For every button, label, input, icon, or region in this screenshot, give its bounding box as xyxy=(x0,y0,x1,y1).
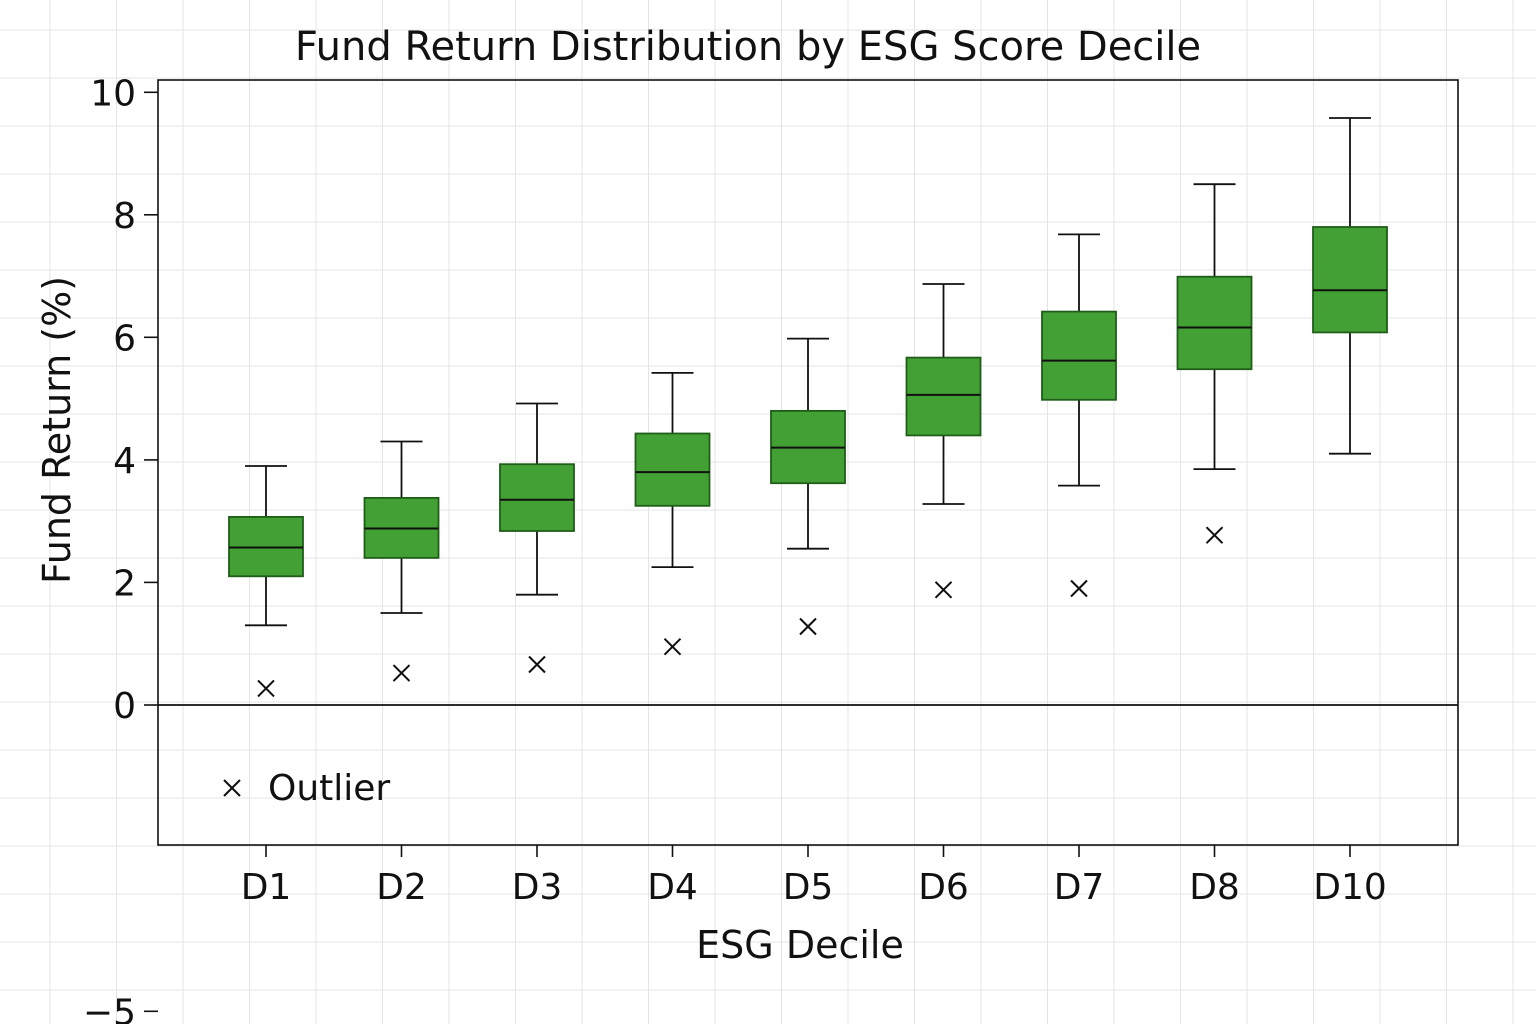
y-axis-title: Fund Return (%) xyxy=(35,276,79,584)
box-d4 xyxy=(634,371,711,656)
x-tick-label: D10 xyxy=(1313,867,1387,908)
boxes-layer xyxy=(228,117,1388,698)
y-tick-label: 4 xyxy=(113,441,136,482)
x-tick-label: D3 xyxy=(512,867,563,908)
outlier-point xyxy=(1205,526,1224,544)
y-tick-label: 6 xyxy=(113,318,136,359)
outlier-point xyxy=(257,679,275,698)
x-tick-label: D7 xyxy=(1054,867,1105,908)
y-axis: 10 8 6 4 2 0 −5 xyxy=(83,73,158,1024)
y-tick-label: 0 xyxy=(113,686,136,727)
x-tick-label: D6 xyxy=(918,867,969,908)
y-tick-label: 8 xyxy=(113,196,136,237)
legend: Outlier xyxy=(223,768,390,809)
box-d7 xyxy=(1041,233,1117,598)
outlier-point xyxy=(392,664,411,682)
chart-title: Fund Return Distribution by ESG Score De… xyxy=(295,24,1201,70)
x-axis: D1 D2 D3 D4 D5 D6 D7 D8 D10 xyxy=(241,845,1387,908)
outlier-point xyxy=(934,581,953,599)
iqr-box xyxy=(634,432,711,507)
outlier-point xyxy=(528,655,546,674)
box-d8 xyxy=(1176,183,1253,544)
legend-outlier-marker xyxy=(223,779,241,797)
x-tick-label: D2 xyxy=(376,867,427,908)
box-d2 xyxy=(363,440,440,682)
y-tick-label: 2 xyxy=(113,563,136,604)
box-d5 xyxy=(770,337,846,636)
x-tick-label: D1 xyxy=(241,867,292,908)
box-d3 xyxy=(499,402,575,674)
iqr-box xyxy=(499,463,575,532)
iqr-box xyxy=(1041,310,1117,401)
x-axis-title: ESG Decile xyxy=(696,923,904,967)
x-tick-label: D4 xyxy=(647,867,698,908)
box-d1 xyxy=(228,465,304,698)
outlier-point xyxy=(663,637,682,656)
iqr-box xyxy=(905,356,982,437)
iqr-box xyxy=(1176,275,1253,371)
x-tick-label: D8 xyxy=(1189,867,1240,908)
box-d10 xyxy=(1312,117,1388,455)
iqr-box xyxy=(1312,226,1388,334)
legend-outlier-label: Outlier xyxy=(268,768,390,809)
outlier-point xyxy=(1070,579,1088,598)
y-tick-label: −5 xyxy=(83,992,136,1024)
y-tick-label: 10 xyxy=(90,73,136,114)
outlier-point xyxy=(799,617,817,636)
box-d6 xyxy=(905,283,982,599)
x-tick-label: D5 xyxy=(783,867,834,908)
